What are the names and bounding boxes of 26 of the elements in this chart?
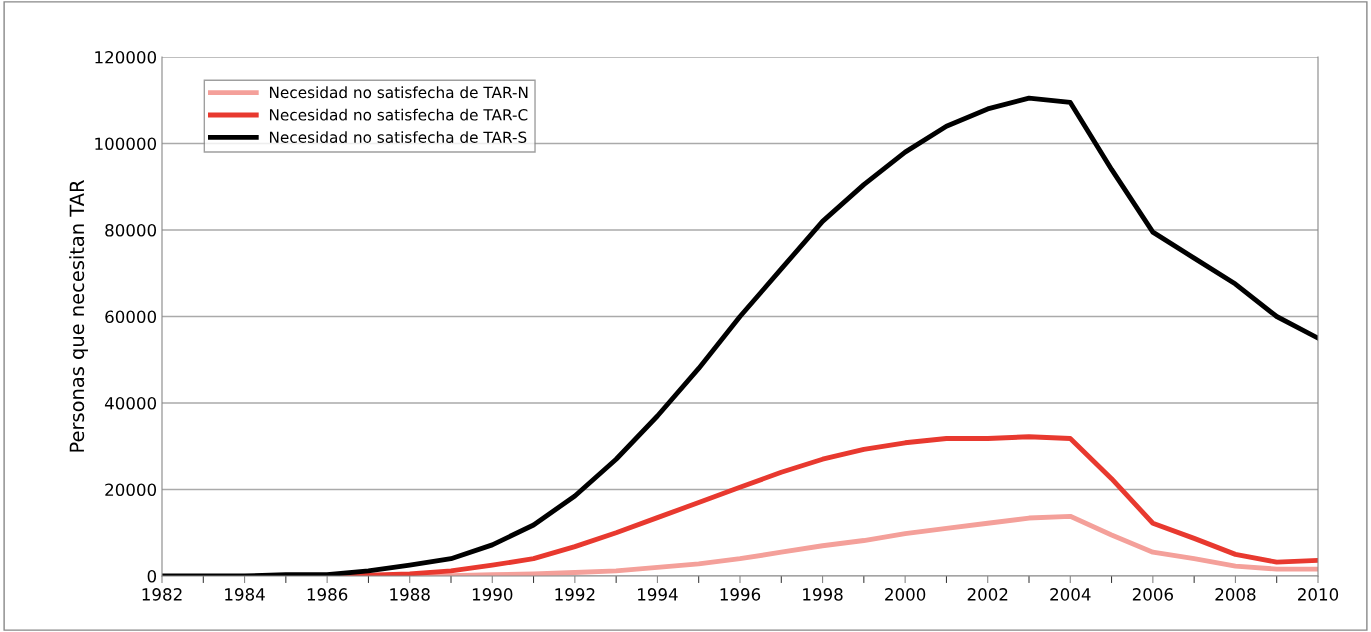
y-tick-label: 0 (147, 569, 157, 583)
x-tick-label: 2004 (1050, 588, 1091, 601)
x-tick-label: 2008 (1215, 588, 1256, 601)
y-tick-label: 60000 (105, 310, 157, 324)
legend-label: Necesidad no satisfecha de TAR-N (269, 86, 528, 99)
x-tick-label: 2000 (885, 588, 926, 601)
y-axis-title: Personas que necesitan TAR (69, 180, 88, 452)
x-tick-label: 2006 (1132, 588, 1174, 601)
x-tick-label: 1982 (142, 588, 182, 601)
y-tick-label: 80000 (105, 223, 157, 237)
x-tick-label: 1990 (472, 588, 513, 601)
y-tick-label: 40000 (104, 396, 157, 410)
x-tick-label: 1996 (720, 588, 761, 601)
y-tick-label: 20000 (105, 483, 157, 497)
x-tick-label: 1998 (803, 588, 843, 601)
y-tick-label: 100000 (95, 137, 157, 151)
x-tick-label: 1986 (307, 588, 348, 601)
legend-label: Necesidad no satisfecha de TAR-S (269, 131, 527, 143)
x-tick-label: 1994 (638, 588, 678, 601)
x-tick-label: 1984 (225, 588, 265, 601)
x-tick-label: 2010 (1298, 588, 1339, 601)
legend-label: Necesidad no satisfecha de TAR-C (269, 108, 528, 121)
x-tick-label: 2002 (967, 588, 1008, 601)
x-tick-label: 1988 (390, 588, 430, 601)
y-tick-label: 120000 (95, 50, 157, 64)
x-tick-label: 1992 (555, 588, 595, 601)
